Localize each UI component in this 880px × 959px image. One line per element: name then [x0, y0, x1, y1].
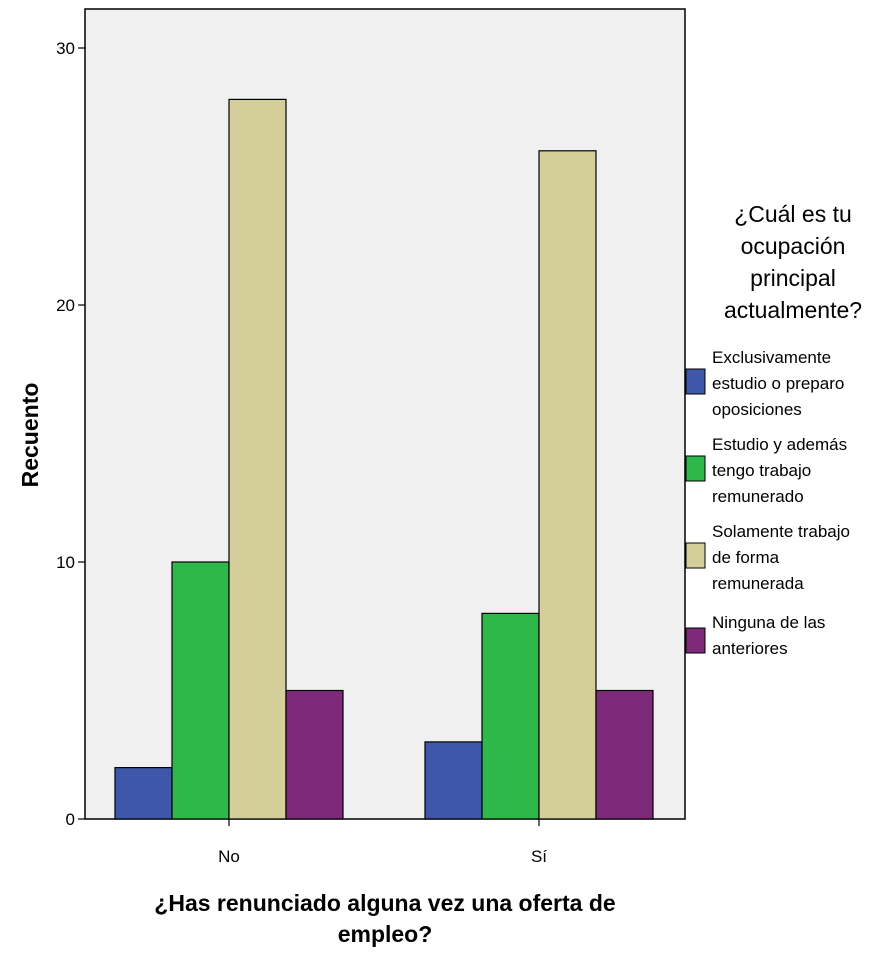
bar — [114, 766, 173, 820]
legend-label: Solamente trabajo de forma remunerada — [712, 522, 850, 593]
legend-swatch — [685, 542, 706, 569]
x-tick-label: Sí — [531, 847, 547, 866]
y-tick-label: 20 — [56, 296, 75, 315]
y-tick-label: 10 — [56, 553, 75, 572]
legend-swatch — [685, 368, 706, 395]
y-axis-title: Recuento — [17, 383, 43, 488]
bar — [424, 741, 483, 820]
legend-swatch — [685, 627, 706, 654]
bar — [595, 689, 654, 820]
legend-swatch — [685, 455, 706, 482]
bar — [285, 689, 344, 820]
bar — [228, 98, 287, 820]
legend-label: Ninguna de las anteriores — [712, 613, 825, 658]
bars-layer — [114, 98, 654, 820]
bar — [481, 612, 540, 820]
bar — [171, 561, 230, 820]
legend-label: Estudio y además tengo trabajo remunerado — [712, 435, 847, 506]
x-axis-title: ¿Has renunciado alguna vez una oferta de… — [154, 890, 615, 947]
y-tick-label: 0 — [66, 810, 75, 829]
legend-layer: ¿Cuál es tu ocupación principal actualmente… — [685, 201, 862, 658]
legend-title: ¿Cuál es tu ocupación principal actualmente… — [724, 201, 862, 323]
axis-layer: 0 10 20 30 No Sí Recuento ¿Has renunciado algun… — [17, 39, 616, 947]
y-tick-label: 30 — [56, 39, 75, 58]
bar — [538, 150, 597, 820]
legend-label: Exclusivamente estudio o preparo oposicion… — [712, 348, 844, 419]
x-tick-label: No — [218, 847, 240, 866]
